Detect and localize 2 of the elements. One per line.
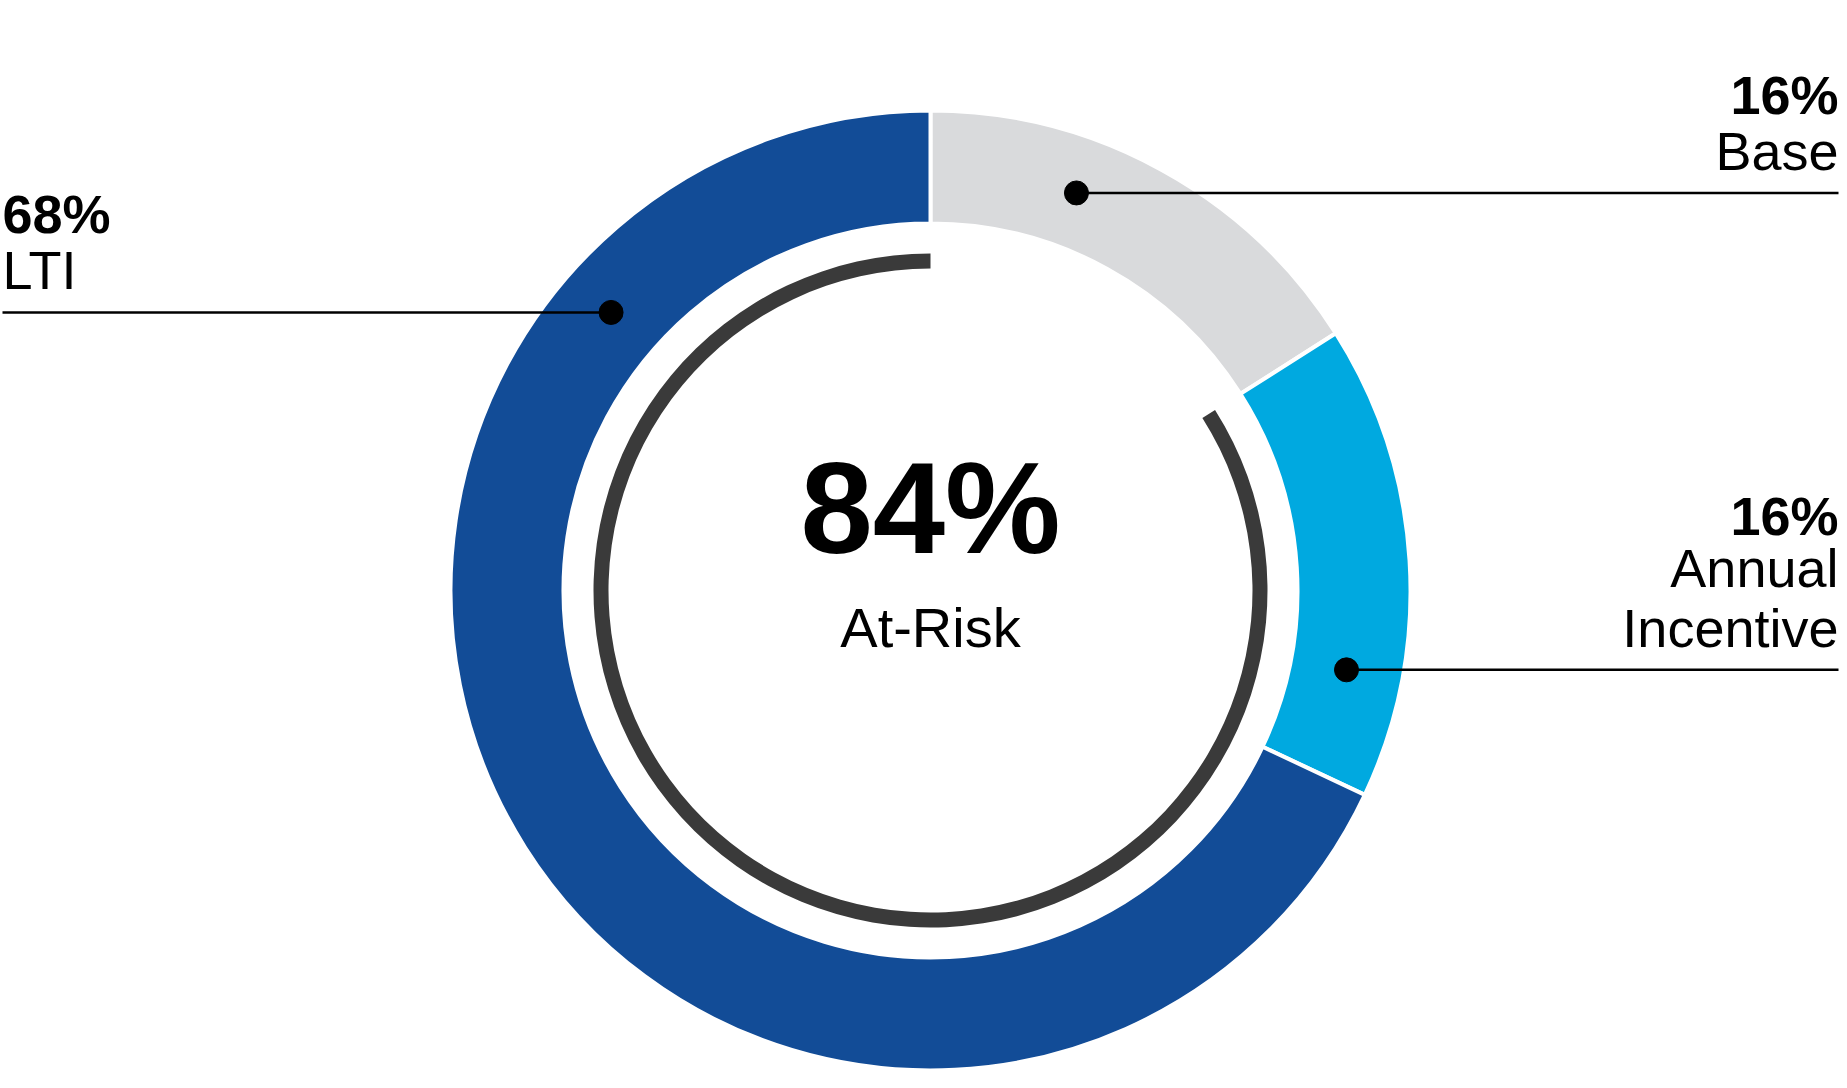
text: 84% bbox=[800, 434, 1061, 581]
text: At-Risk bbox=[840, 595, 1022, 659]
